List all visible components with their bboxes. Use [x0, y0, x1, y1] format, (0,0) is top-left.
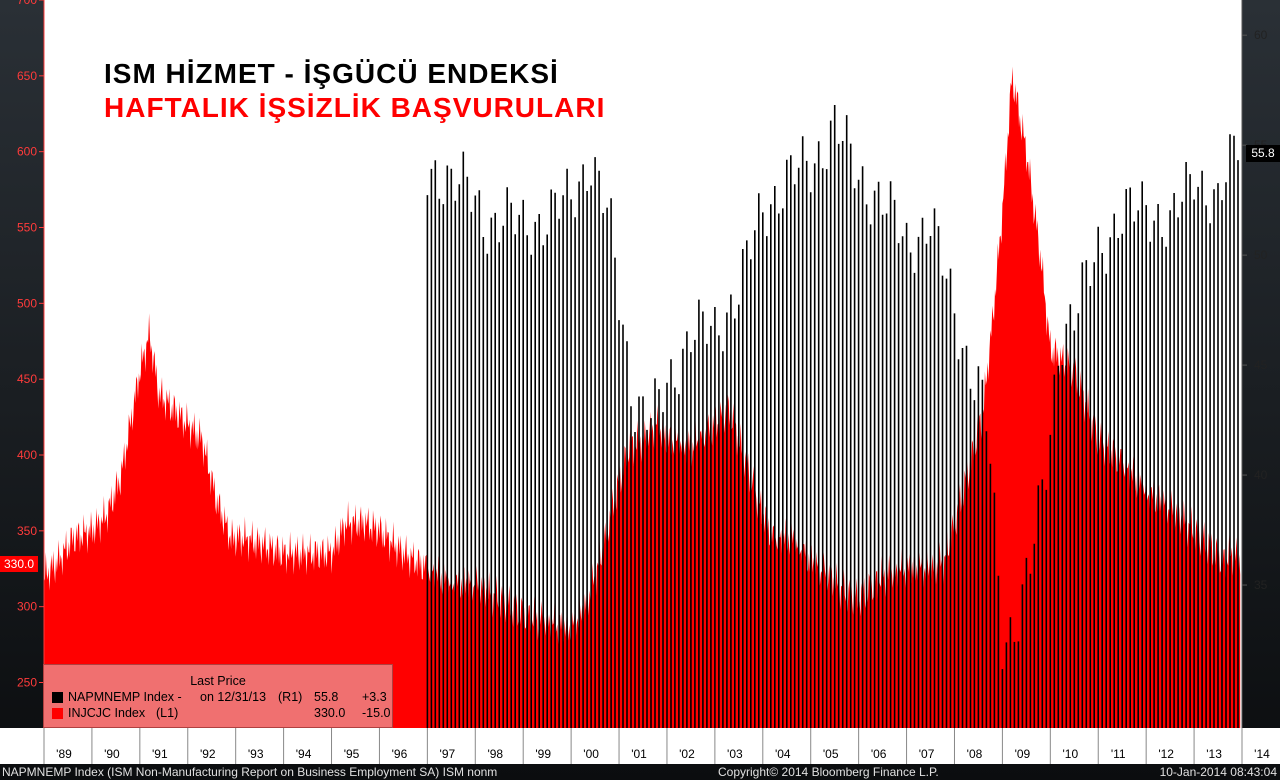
x-tick-label: '92 [200, 747, 216, 761]
legend-value: 330.0 [314, 706, 345, 720]
x-tick-label: '14 [1254, 747, 1270, 761]
x-tick-label: '90 [104, 747, 120, 761]
legend-value: 55.8 [314, 690, 338, 704]
footer-copyright: Copyright© 2014 Bloomberg Finance L.P. [718, 764, 939, 780]
x-tick-label: '08 [967, 747, 983, 761]
x-tick-label: '98 [487, 747, 503, 761]
x-tick-label: '13 [1206, 747, 1222, 761]
last-price-right-label: 55.8 [1246, 145, 1280, 162]
left-tick-label: 300 [17, 600, 37, 614]
x-tick-label: '00 [583, 747, 599, 761]
right-tick-label: 45 [1254, 358, 1268, 372]
x-tick-label: '99 [535, 747, 551, 761]
left-tick-label: 550 [17, 221, 37, 235]
x-tick-label: '01 [631, 747, 647, 761]
left-tick-label: 650 [17, 69, 37, 83]
right-tick-label: 60 [1254, 28, 1268, 42]
left-axis: 250 300 350 400 450 500 550 600 650 700 [17, 0, 44, 728]
footer-description: NAPMNEMP Index (ISM Non-Manufacturing Re… [2, 764, 497, 780]
x-tick-label: '95 [344, 747, 360, 761]
x-tick-label: '03 [727, 747, 743, 761]
x-tick-label: '93 [248, 747, 264, 761]
x-tick-label: '89 [56, 747, 72, 761]
x-tick-label: '96 [392, 747, 408, 761]
legend-swatch-ism [52, 692, 63, 703]
legend-axis: (L1) [156, 706, 178, 720]
x-tick-label: '06 [871, 747, 887, 761]
left-tick-label: 450 [17, 372, 37, 386]
x-tick-label: '97 [440, 747, 456, 761]
legend-ticker: INJCJC Index [68, 706, 145, 720]
chart-title-line-1: ISM HİZMET - İŞGÜCÜ ENDEKSİ [104, 58, 559, 90]
right-axis: 354045505560 [1242, 0, 1268, 728]
legend-title: Last Price [44, 674, 392, 688]
left-tick-label: 600 [17, 145, 37, 159]
legend-swatch-claims [52, 708, 63, 719]
left-tick-label: 350 [17, 524, 37, 538]
legend: Last Price NAPMNEMP Index - on 12/31/13 … [43, 664, 393, 728]
legend-ticker: NAPMNEMP Index - [68, 690, 182, 704]
chart-title-line-2: HAFTALIK İŞSİZLİK BAŞVURULARI [104, 92, 605, 124]
left-tick-label: 500 [17, 296, 37, 310]
x-tick-label: '07 [919, 747, 935, 761]
x-tick-label: '94 [296, 747, 312, 761]
x-axis: '89 '90 '91 '92 '93 '94 '95 '96 '97 '98 '99 '00 '01 '… [0, 728, 1280, 764]
x-tick-label: '04 [775, 747, 791, 761]
x-tick-label: '09 [1015, 747, 1031, 761]
x-tick-label: '12 [1158, 747, 1174, 761]
left-tick-label: 700 [17, 0, 37, 7]
legend-change: -15.0 [362, 706, 391, 720]
x-tick-label: '02 [679, 747, 695, 761]
right-tick-label: 40 [1254, 468, 1268, 482]
legend-change: +3.3 [362, 690, 387, 704]
x-tick-label: '10 [1062, 747, 1078, 761]
footer-timestamp: 10-Jan-2014 08:43:04 [1160, 764, 1277, 780]
last-price-left-label: 330.0 [0, 556, 38, 572]
right-tick-label: 50 [1254, 248, 1268, 262]
x-tick-label: '05 [823, 747, 839, 761]
right-tick-label: 35 [1254, 578, 1268, 592]
left-tick-label: 250 [17, 676, 37, 690]
left-tick-label: 400 [17, 448, 37, 462]
legend-axis: (R1) [278, 690, 302, 704]
x-tick-label: '11 [1111, 747, 1126, 761]
legend-date: on 12/31/13 [200, 690, 266, 704]
x-tick-label: '91 [152, 747, 168, 761]
